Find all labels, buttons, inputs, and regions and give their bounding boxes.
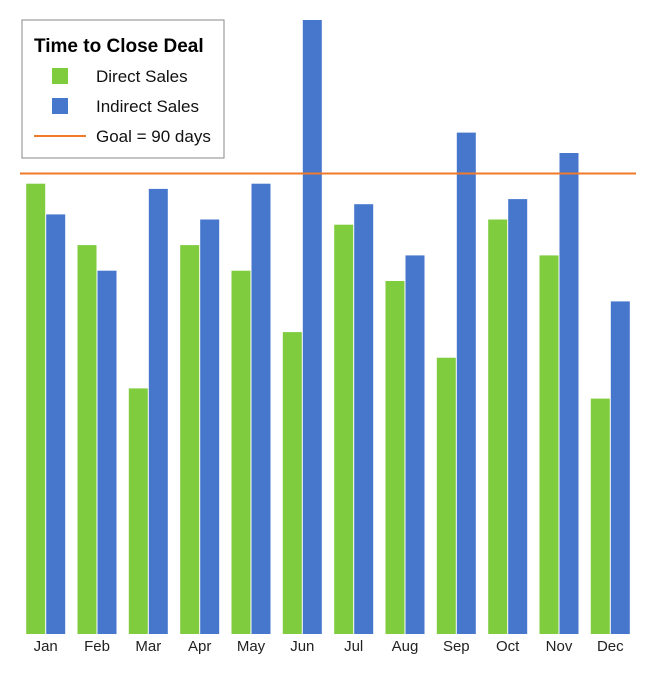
bar-indirect-sales-may	[251, 183, 271, 634]
x-tick-label-oct: Oct	[496, 638, 520, 655]
bar-direct-sales-jun	[282, 332, 302, 634]
bar-indirect-sales-oct	[508, 199, 528, 634]
bars-group	[26, 20, 630, 634]
legend-label-direct-sales: Direct Sales	[96, 67, 188, 86]
x-tick-label-nov: Nov	[546, 638, 573, 655]
x-tick-label-apr: Apr	[188, 638, 211, 655]
x-tick-label-sep: Sep	[443, 638, 470, 655]
bar-indirect-sales-jul	[354, 204, 374, 634]
x-tick-label-may: May	[237, 638, 266, 655]
legend: Time to Close Deal Direct Sales Indirect…	[21, 19, 225, 159]
bar-indirect-sales-apr	[200, 219, 220, 634]
bar-indirect-sales-nov	[559, 153, 579, 634]
bar-direct-sales-mar	[128, 388, 148, 634]
bar-direct-sales-oct	[488, 219, 508, 634]
x-tick-label-feb: Feb	[84, 638, 110, 655]
bar-direct-sales-apr	[180, 245, 200, 634]
bar-indirect-sales-feb	[97, 270, 117, 634]
x-axis-tick-labels: Jan Feb Mar Apr May Jun Jul Aug Sep Oct Nov Dec	[34, 638, 625, 655]
x-tick-label-jul: Jul	[344, 638, 363, 655]
bar-direct-sales-may	[231, 270, 251, 634]
legend-label-indirect-sales: Indirect Sales	[96, 97, 199, 116]
bar-direct-sales-feb	[77, 245, 97, 634]
legend-title: Time to Close Deal	[34, 36, 204, 57]
bar-direct-sales-jul	[334, 224, 354, 634]
x-tick-label-aug: Aug	[392, 638, 419, 655]
bar-direct-sales-aug	[385, 281, 405, 634]
legend-label-goal: Goal = 90 days	[96, 127, 211, 146]
bar-indirect-sales-jan	[46, 214, 66, 634]
x-tick-label-jun: Jun	[290, 638, 314, 655]
bar-direct-sales-dec	[590, 398, 610, 634]
bar-direct-sales-jan	[26, 183, 46, 634]
bar-indirect-sales-aug	[405, 255, 425, 634]
x-tick-label-mar: Mar	[135, 638, 161, 655]
bar-indirect-sales-dec	[610, 301, 630, 634]
legend-swatch-indirect-sales	[52, 98, 68, 114]
x-tick-label-dec: Dec	[597, 638, 624, 655]
bar-indirect-sales-mar	[148, 188, 168, 634]
bar-direct-sales-nov	[539, 255, 559, 634]
bar-indirect-sales-jun	[302, 20, 322, 634]
x-tick-label-jan: Jan	[34, 638, 58, 655]
bar-indirect-sales-sep	[456, 132, 476, 634]
bar-direct-sales-sep	[436, 357, 456, 634]
legend-swatch-direct-sales	[52, 68, 68, 84]
